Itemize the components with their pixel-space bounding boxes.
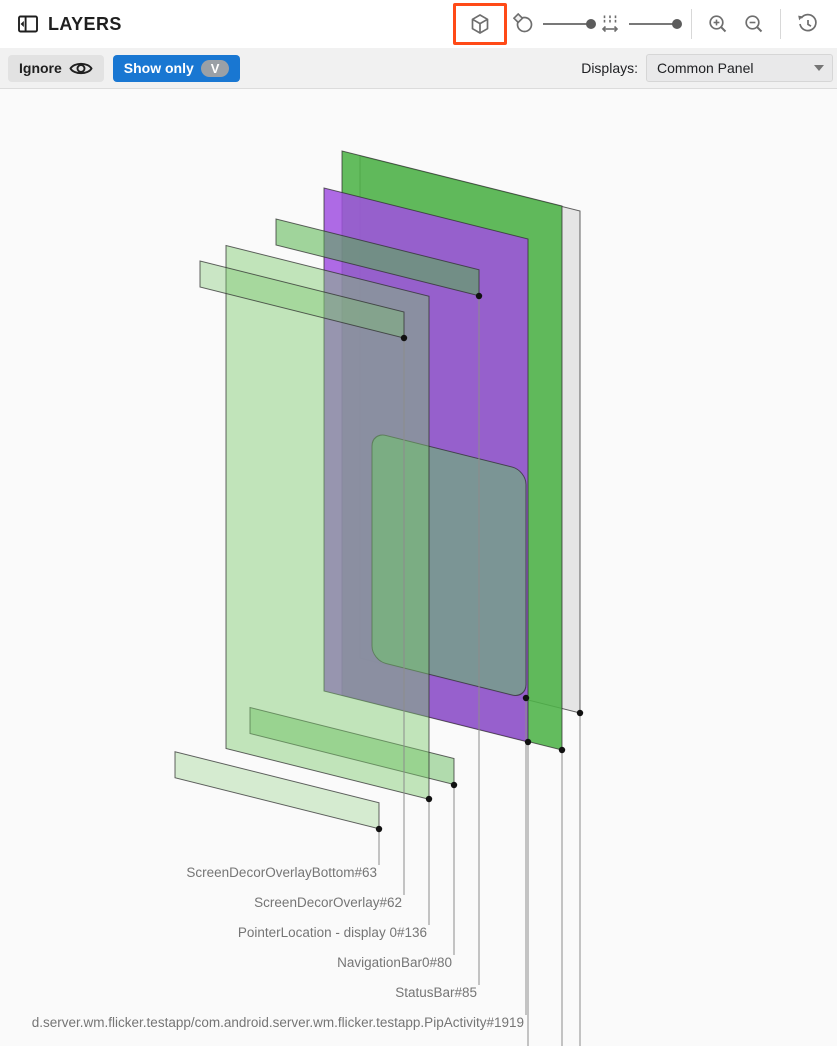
chevron-down-icon	[814, 65, 824, 71]
slider-thumb[interactable]	[586, 19, 596, 29]
layer-plane[interactable]	[371, 432, 527, 698]
panel-header: LAYERS	[0, 0, 837, 48]
rotation-slider[interactable]	[543, 6, 596, 42]
layer-label[interactable]: StatusBar#85	[395, 985, 477, 1000]
reset-view-button[interactable]	[789, 6, 825, 42]
slider-track	[543, 23, 591, 25]
rotate-view-icon	[511, 6, 537, 42]
layer-anchor-dot	[522, 694, 530, 702]
ignore-label: Ignore	[19, 60, 62, 76]
layers-panel-icon	[18, 15, 38, 33]
displays-group: Displays: Common Panel	[581, 54, 833, 82]
layer-anchor-dot	[475, 292, 483, 300]
zoom-out-button[interactable]	[736, 6, 772, 42]
zoom-in-icon	[709, 15, 727, 33]
view-3d-active-highlight	[453, 3, 507, 45]
history-icon	[798, 13, 817, 32]
ignore-rects-button[interactable]: Ignore	[8, 54, 104, 82]
layer-spacing-icon	[597, 6, 623, 42]
view-3d-button[interactable]	[462, 6, 498, 42]
layer-label[interactable]: PointerLocation - display 0#136	[237, 925, 427, 940]
displays-selected-value: Common Panel	[657, 60, 754, 76]
eye-icon	[69, 62, 93, 74]
slider-track	[629, 23, 677, 25]
layer-anchor-dot	[576, 709, 584, 717]
layer-label[interactable]: NavigationBar0#80	[337, 955, 452, 970]
toolbar-divider	[691, 9, 692, 39]
layer-label[interactable]: ScreenDecorOverlay#62	[254, 895, 402, 910]
spacing-slider[interactable]	[629, 6, 682, 42]
layer-plane[interactable]	[225, 244, 430, 800]
filter-bar: Ignore Show only V Displays: Common Pane…	[0, 48, 837, 89]
visibility-badge: V	[200, 59, 230, 77]
toolbar-divider	[780, 9, 781, 39]
layers-3d-scene[interactable]: d.server.wm.flicker.testapp/com.android.…	[0, 89, 837, 1046]
layer-anchor-dot	[425, 795, 433, 803]
scene-toolbar	[453, 3, 837, 45]
layer-plane[interactable]	[199, 260, 405, 339]
slider-thumb[interactable]	[672, 19, 682, 29]
layer-anchor-dot	[375, 825, 383, 833]
layer-plane[interactable]	[174, 751, 380, 830]
zoom-out-icon	[745, 15, 763, 33]
cube-3d-icon	[471, 14, 489, 34]
show-only-visible-button[interactable]: Show only V	[112, 54, 241, 82]
title-wrap: LAYERS	[0, 13, 122, 35]
layer-anchor-dot	[558, 746, 566, 754]
layer-plane[interactable]	[249, 706, 455, 786]
layer-anchor-dot	[450, 781, 458, 789]
layer-label[interactable]: ScreenDecorOverlayBottom#63	[186, 865, 377, 880]
panel-title: LAYERS	[48, 13, 122, 34]
show-only-label: Show only	[123, 60, 194, 76]
zoom-in-button[interactable]	[700, 6, 736, 42]
layer-anchor-dot	[400, 334, 408, 342]
displays-select[interactable]: Common Panel	[646, 54, 833, 82]
displays-label: Displays:	[581, 60, 638, 76]
layer-plane[interactable]	[275, 218, 480, 297]
layer-label[interactable]: d.server.wm.flicker.testapp/com.android.…	[31, 1015, 524, 1030]
layer-anchor-dot	[524, 738, 532, 746]
